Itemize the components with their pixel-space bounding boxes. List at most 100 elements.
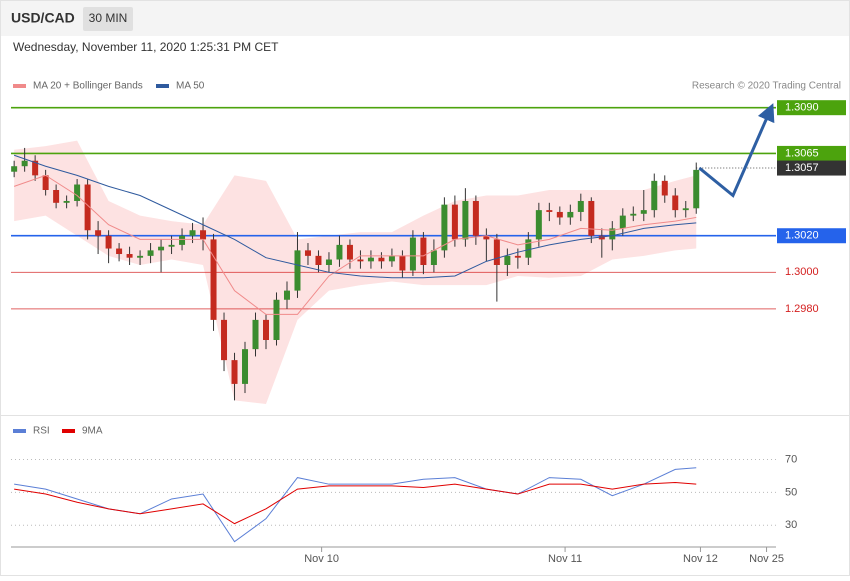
candle-body: [462, 200, 469, 240]
price-panel: 1.3090 1.3065 1.3057 1.3020 1.3000 1.2980 MA 2…: [11, 81, 846, 405]
symbol: USD/CAD: [11, 10, 75, 26]
level-label: 1.3020: [785, 230, 819, 242]
candle-body: [682, 208, 689, 211]
legend-swatch: [156, 84, 169, 88]
x-tick-label: Nov 12: [683, 553, 718, 565]
candle-body: [546, 210, 553, 212]
candle-body: [388, 255, 395, 262]
candle-body: [609, 228, 616, 240]
candle-body: [263, 319, 269, 340]
candle-body: [137, 255, 144, 258]
rsi-panel: 30 50 70 RSI 9MA Nov 10 Nov 11 Nov 12 Nov 25: [11, 426, 797, 565]
candle-body: [200, 230, 207, 240]
candle-body: [451, 204, 458, 240]
level-label: 1.3065: [785, 147, 819, 159]
header-bar: [1, 1, 849, 36]
indicator-line: [14, 482, 697, 525]
moving-average: [13, 154, 697, 279]
legend-swatch: [13, 429, 26, 433]
candle-body: [63, 200, 70, 203]
candle-body: [441, 204, 448, 251]
candle-body: [252, 319, 259, 350]
candle-body: [11, 166, 18, 172]
candle-body: [242, 349, 249, 384]
candle-body: [661, 180, 668, 196]
candle-body: [21, 160, 28, 167]
candle-body: [336, 244, 343, 260]
candle-body: [304, 250, 311, 256]
timeframe-box: [83, 7, 133, 31]
y-tick-label: 30: [785, 519, 797, 531]
level-label: 1.2980: [785, 303, 819, 315]
candle-body: [493, 239, 500, 265]
candle-body: [42, 175, 49, 190]
candle-body: [315, 255, 322, 265]
level-label: 1.3057: [785, 162, 819, 174]
candle-body: [147, 250, 154, 256]
candle-body: [283, 290, 290, 300]
x-tick-label: Nov 11: [548, 553, 582, 565]
credit: Research © 2020 Trading Central: [692, 81, 841, 92]
candle-body: [630, 213, 637, 216]
moving-average: [13, 174, 697, 315]
candle-body: [294, 250, 301, 291]
y-tick-label: 70: [785, 453, 797, 465]
level-label-box: [777, 228, 846, 244]
candle-body: [525, 239, 532, 258]
candle-body: [672, 195, 679, 211]
candle-body: [210, 239, 217, 320]
candle-body: [84, 184, 91, 231]
candle-body: [556, 211, 563, 218]
candle-body: [619, 215, 626, 229]
candle-body: [567, 211, 574, 218]
timestamp: Wednesday, November 11, 2020 1:25:31 PM …: [13, 40, 279, 54]
candle-body: [168, 244, 175, 247]
candle-body: [483, 235, 490, 240]
legend-swatch: [13, 84, 26, 88]
y-tick-label: 50: [785, 486, 797, 498]
candle-body: [535, 210, 542, 240]
candle-body: [367, 257, 374, 262]
candle-body: [409, 237, 416, 271]
candle-body: [588, 200, 595, 236]
level-label: 1.3000: [785, 266, 819, 278]
level-label-box: [777, 160, 846, 176]
legend-label: MA 20 + Bollinger Bands: [33, 81, 143, 92]
candle-body: [357, 259, 364, 262]
candle-body: [32, 160, 39, 176]
candle-body: [158, 246, 165, 251]
candle-body: [399, 255, 406, 271]
candle-body: [504, 255, 511, 265]
candle-body: [420, 237, 427, 265]
candle-body: [53, 190, 60, 203]
candle-body: [273, 299, 280, 340]
legend-swatch: [62, 429, 75, 433]
level-label: 1.3090: [785, 102, 819, 114]
candle-body: [693, 169, 700, 209]
candle-body: [116, 248, 123, 255]
x-tick-label: Nov 25: [749, 553, 784, 565]
candle-body: [577, 200, 584, 212]
candle-body: [325, 259, 332, 265]
candle-body: [598, 235, 605, 240]
candle-body: [378, 257, 385, 262]
level-label-box: [777, 100, 846, 116]
x-tick-label: Nov 10: [304, 553, 339, 565]
candle-body: [74, 184, 81, 201]
candle-body: [430, 250, 437, 265]
level-label-box: [777, 145, 846, 161]
candle-body: [221, 319, 228, 361]
candle-body: [651, 180, 658, 211]
candle-body: [126, 254, 133, 258]
candle-body: [346, 244, 353, 260]
candle-body: [640, 210, 647, 214]
candle-body: [472, 200, 479, 236]
legend-label: 9MA: [82, 426, 103, 437]
legend-label: MA 50: [176, 81, 205, 92]
projection-arrow: [698, 103, 775, 198]
legend-label: RSI: [33, 426, 50, 437]
candle-body: [105, 235, 112, 249]
